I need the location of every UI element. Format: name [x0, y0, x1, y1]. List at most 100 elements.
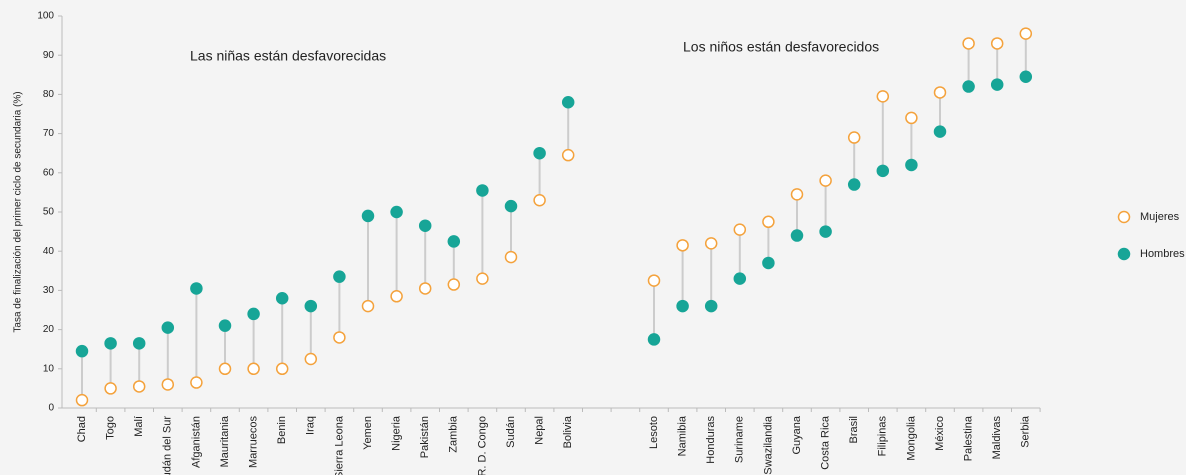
annotation: Las niñas están desfavorecidas: [190, 48, 386, 64]
x-tick-label: Brasil: [848, 416, 860, 444]
dot: [418, 282, 432, 295]
y-tick-label: 10: [43, 363, 55, 374]
dot: [504, 250, 518, 264]
x-tick-label: Yemen: [362, 416, 374, 450]
dot: [704, 237, 718, 250]
x-tick-label: Nepal: [534, 416, 546, 445]
x-tick-label: Benin: [276, 416, 288, 444]
x-tick-label: Marruecos: [248, 416, 260, 468]
dot: [847, 131, 861, 144]
dot: [132, 380, 146, 393]
x-tick-label: Suriname: [734, 416, 746, 463]
dot: [418, 219, 432, 232]
dot: [218, 319, 232, 332]
dot: [218, 362, 232, 376]
dot: [390, 290, 403, 303]
dot: [533, 146, 546, 160]
dot: [990, 78, 1004, 91]
dot: [533, 193, 546, 207]
y-tick-label: 30: [43, 285, 55, 296]
dot: [476, 272, 489, 285]
dot: [161, 378, 175, 391]
dot: [1019, 27, 1033, 40]
legend-marker: [1117, 210, 1131, 224]
dot: [161, 321, 175, 334]
annotation: Los niños están desfavorecidos: [683, 39, 879, 55]
x-tick-label: Chad: [76, 416, 88, 442]
y-tick-label: 40: [43, 246, 55, 257]
x-tick-label: Pakistán: [419, 416, 431, 458]
x-tick-label: Togo: [105, 416, 117, 440]
dot: [647, 333, 661, 346]
x-tick-label: Sudán: [505, 416, 517, 448]
x-tick-label: Costa Rica: [820, 415, 832, 470]
x-tick-label: Lesoto: [648, 416, 660, 449]
dot: [275, 291, 289, 305]
dot: [390, 205, 403, 219]
dot: [733, 223, 747, 236]
dot: [933, 125, 947, 138]
dot: [333, 270, 346, 283]
x-tick-label: R. D. Congo: [476, 416, 488, 475]
dot: [190, 282, 203, 295]
x-tick-label: Filipinas: [877, 416, 889, 457]
dot: [876, 90, 890, 103]
dot: [990, 37, 1004, 50]
dot: [247, 307, 260, 321]
dot: [447, 235, 461, 248]
x-tick-label: Swazilandia: [762, 415, 774, 475]
dot: [333, 331, 346, 344]
dot: [75, 393, 89, 407]
x-tick-label: Iraq: [305, 416, 317, 435]
dot: [247, 362, 260, 376]
dot: [561, 148, 575, 162]
y-axis-label: Tasa de finalización del primer ciclo de…: [13, 91, 24, 332]
x-tick-label: Palestina: [963, 415, 975, 461]
dot: [561, 95, 575, 109]
dot: [476, 184, 489, 197]
y-tick-label: 70: [43, 128, 55, 139]
dot: [819, 174, 832, 187]
dot: [819, 225, 832, 238]
x-tick-label: Mongolia: [905, 415, 917, 461]
x-tick-label: Sudán del Sur: [162, 416, 174, 475]
x-tick-label: Guyana: [791, 415, 803, 454]
dot: [933, 86, 947, 99]
dot: [304, 352, 318, 366]
legend-label: Mujeres: [1140, 211, 1180, 223]
dot: [676, 299, 689, 313]
x-tick-label: Sierra Leona: [333, 415, 345, 475]
dot: [647, 274, 661, 287]
dot: [104, 382, 117, 395]
dot: [762, 215, 775, 229]
x-tick-label: Honduras: [705, 416, 717, 464]
x-tick-label: Namibia: [677, 415, 689, 456]
x-tick-label: Maldivas: [991, 416, 1003, 460]
dot: [962, 80, 975, 93]
y-tick-label: 90: [43, 50, 55, 61]
dot: [876, 164, 890, 178]
x-tick-label: Nigeria: [391, 415, 403, 451]
x-tick-label: Afganistán: [190, 416, 202, 468]
dot: [905, 111, 918, 125]
x-tick-label: Zambia: [448, 415, 460, 453]
x-tick-label: Mauritania: [219, 415, 231, 467]
dot: [905, 158, 918, 172]
y-tick-label: 60: [43, 167, 55, 178]
dot: [504, 199, 518, 213]
dot: [361, 299, 375, 313]
y-tick-label: 50: [43, 207, 55, 218]
dot: [447, 278, 461, 291]
dot: [676, 239, 689, 252]
dot: [132, 337, 146, 350]
y-tick-label: 0: [48, 403, 54, 414]
dot: [304, 299, 318, 313]
dot: [762, 256, 775, 270]
dot: [104, 337, 117, 350]
y-tick-label: 20: [43, 324, 55, 335]
dot: [1019, 70, 1033, 84]
y-tick-label: 80: [43, 89, 55, 100]
dot: [75, 344, 89, 358]
dot: [190, 376, 203, 389]
